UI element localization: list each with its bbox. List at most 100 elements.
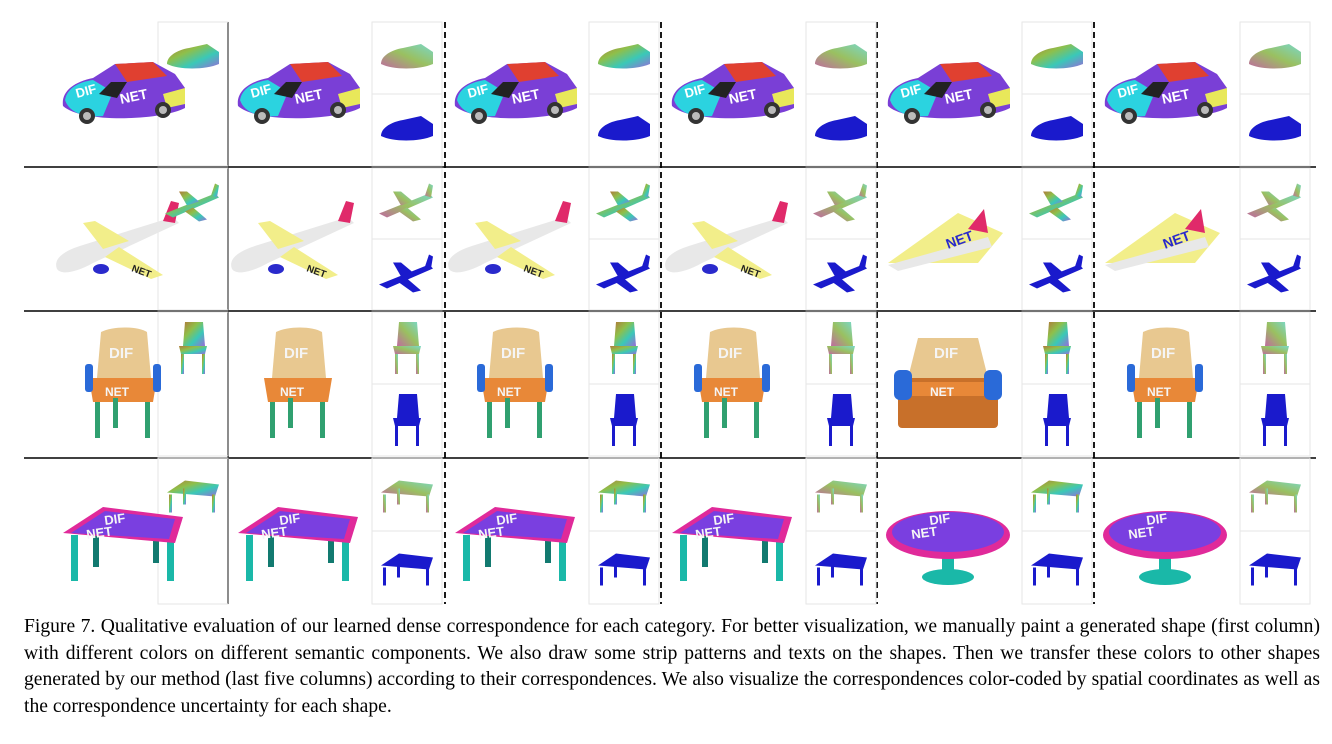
thumb-tail (642, 183, 650, 198)
painted-text-net: NET (694, 523, 722, 541)
thumb-leg (212, 494, 215, 513)
painted-text-net: NET (1147, 385, 1172, 399)
thumb-seat (1261, 346, 1289, 354)
table-leg (776, 535, 783, 581)
car-hub (258, 112, 266, 120)
thumb-top (598, 553, 650, 570)
rainbow-coord-shape (815, 480, 867, 513)
painted-text-net: NET (943, 85, 974, 107)
plane-body (1105, 237, 1209, 271)
table-leg (71, 535, 78, 581)
dif-net-car: DIF NET (671, 62, 794, 124)
thumb-leg (643, 567, 646, 586)
thumb-tail (1075, 254, 1083, 269)
thumb-wing (1267, 207, 1289, 222)
thumb-fuselage (596, 264, 650, 289)
painted-text-dif: DIF (495, 510, 518, 528)
chair-leg (1137, 402, 1142, 438)
table-leg (762, 529, 768, 563)
thumb-car (598, 116, 650, 141)
dif-net-car: DIF NET (62, 62, 185, 124)
thumb-wing (833, 278, 855, 293)
rainbow-coord-shape (1031, 44, 1083, 69)
painted-text-net: NET (118, 85, 149, 107)
dif-net-airplane: NET (56, 201, 179, 281)
chair-leg (113, 398, 118, 428)
rainbow-coord-shape (381, 480, 433, 513)
plane-wing-right (497, 247, 555, 279)
thumb-wing (399, 278, 421, 293)
painted-text-net: NET (260, 523, 288, 541)
thumb-tail (425, 254, 433, 269)
thumb-leg (395, 426, 398, 446)
uncertainty-shape (381, 553, 433, 586)
table-leg (153, 529, 159, 563)
thumb-leg (1284, 354, 1287, 374)
thumb-seat (827, 418, 855, 426)
thumb-leg (1045, 354, 1048, 374)
rainbow-coord-shape (1261, 322, 1289, 374)
car-hub (908, 112, 916, 120)
car-trim (988, 88, 1010, 108)
painted-text-net: NET (130, 263, 153, 280)
painted-text-net: NET (497, 385, 522, 399)
painted-text-net: NET (727, 85, 758, 107)
painted-text-net: NET (293, 85, 324, 107)
car-roof (724, 62, 776, 82)
car-hood (457, 80, 505, 117)
thumb-seat (179, 346, 207, 354)
plane-wing-right (280, 247, 338, 279)
rainbow-coord-shape (167, 480, 219, 513)
dif-net-airplane: NET (231, 201, 354, 281)
chair-leg (270, 402, 275, 438)
rainbow-coord-shape (598, 480, 650, 513)
painted-text-dif: DIF (249, 81, 273, 101)
thumb-top (1249, 553, 1301, 570)
thumb-back (1047, 394, 1069, 418)
table-top (892, 512, 1004, 552)
uncertainty-shape (379, 254, 433, 293)
chair-leg (95, 402, 100, 438)
thumb-leg (831, 488, 834, 505)
painted-text-net: NET (1160, 85, 1191, 107)
plane-engine (93, 264, 109, 274)
thumb-leg (1265, 488, 1268, 505)
table-base (922, 569, 974, 585)
chair-leg (1187, 402, 1192, 438)
uncertainty-shape (610, 394, 638, 446)
car-hub (768, 106, 776, 114)
thumb-leg (426, 567, 429, 586)
thumb-leg (850, 354, 853, 374)
dif-net-airplane: NET (888, 209, 1003, 271)
thumb-leg (643, 494, 646, 513)
thumb-fuselage (596, 193, 650, 218)
painted-text-dif: DIF (1151, 345, 1175, 362)
painted-text-net: NET (1127, 523, 1155, 541)
thumb-car (1249, 116, 1301, 141)
uncertainty-shape (1031, 116, 1083, 141)
thumb-wing (827, 191, 847, 206)
figure-caption: Figure 7. Qualitative evaluation of our … (24, 614, 1320, 720)
thumb-wing (1261, 262, 1281, 277)
table-top (246, 511, 350, 539)
thumb-leg (202, 354, 205, 374)
painted-text-dif: DIF (1145, 510, 1168, 528)
car-windshield (274, 82, 302, 98)
thumb-back (614, 322, 636, 346)
caption-label: Figure 7. (24, 616, 96, 637)
painted-text-dif: DIF (718, 345, 742, 362)
plane-wing-left (692, 221, 738, 249)
thumb-car (598, 44, 650, 69)
chair-arm (477, 364, 485, 392)
thumb-back (1047, 322, 1069, 346)
painted-text-dif: DIF (934, 345, 958, 362)
painted-text-dif: DIF (683, 81, 707, 101)
thumb-leg (850, 426, 853, 446)
chair-seat (698, 378, 766, 402)
plane-fuselage (56, 217, 179, 273)
dif-net-airplane: NET (1105, 209, 1220, 271)
dif-net-chair: DIF NET (264, 327, 332, 438)
uncertainty-shape (815, 116, 867, 141)
rainbow-coord-shape (1249, 480, 1301, 513)
rainbow-coord-shape (610, 322, 638, 374)
